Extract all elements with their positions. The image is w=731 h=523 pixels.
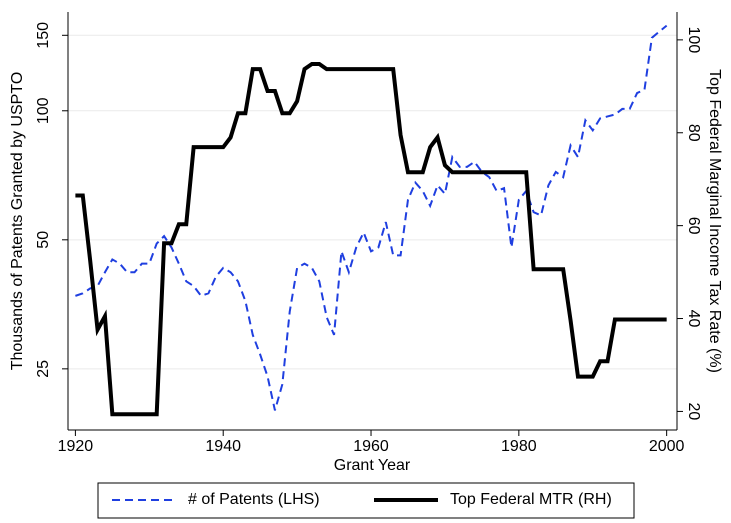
y2-tick-label: 80 <box>685 124 702 142</box>
y2-tick-label: 100 <box>685 27 702 54</box>
x-tick-label: 1960 <box>353 438 389 455</box>
y-tick-label: 50 <box>35 231 52 249</box>
legend-box <box>97 482 635 519</box>
y-tick-label: 100 <box>35 97 52 124</box>
x-tick-label: 1940 <box>205 438 241 455</box>
series-line <box>75 24 668 411</box>
y2-tick-label: 60 <box>685 217 702 235</box>
series-line <box>75 62 667 417</box>
y-axis-label: Thousands of Patents Granted by USPTO <box>9 72 26 371</box>
x-tick-label: 1920 <box>58 438 94 455</box>
y-tick-label: 150 <box>35 22 52 49</box>
y-tick-label: 25 <box>35 360 52 378</box>
x-tick-label: 1980 <box>501 438 537 455</box>
y2-tick-label: 20 <box>685 403 702 421</box>
legend-label: Top Federal MTR (RH) <box>450 491 612 508</box>
x-tick-label: 2000 <box>649 438 685 455</box>
y2-tick-label: 40 <box>685 310 702 328</box>
legend-label: # of Patents (LHS) <box>188 491 320 508</box>
x-axis-label: Grant Year <box>334 457 411 474</box>
y2-axis-label: Top Federal Marginal Income Tax Rate (%) <box>706 69 723 373</box>
